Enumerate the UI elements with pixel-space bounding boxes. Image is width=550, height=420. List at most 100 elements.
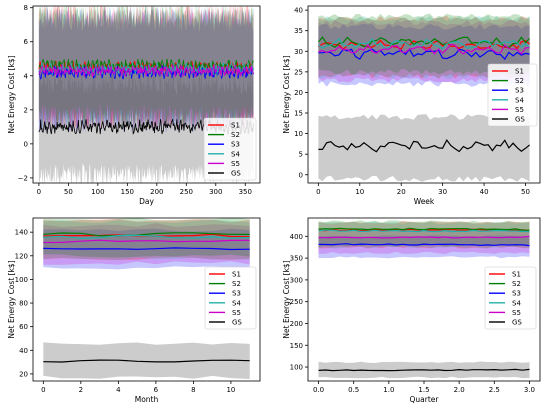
- x-tick-label: 20: [397, 188, 406, 196]
- line-gs: [318, 368, 530, 372]
- line-gs: [318, 138, 530, 153]
- legend-label-s1: S1: [231, 122, 240, 130]
- x-tick-label: 10: [355, 188, 364, 196]
- legend-label-s4: S4: [232, 299, 241, 307]
- x-tick-label: 50: [64, 188, 73, 196]
- x-tick-label: 0.0: [313, 386, 324, 394]
- y-axis-label: Net Energy Cost [k$]: [282, 260, 291, 338]
- band-s2: [43, 218, 250, 258]
- y-tick-label: 350: [290, 255, 303, 263]
- band-s2: [318, 220, 530, 247]
- x-tick-label: 300: [209, 188, 222, 196]
- legend-label-s2: S2: [512, 280, 521, 288]
- legend-label-gs: GS: [512, 319, 522, 327]
- line-s3: [43, 247, 250, 251]
- y-tick-label: 80: [19, 300, 28, 308]
- line-gs: [43, 359, 250, 363]
- y-tick-label: 140: [15, 229, 28, 237]
- line-s2: [43, 232, 250, 237]
- x-tick-label: 10: [226, 386, 235, 394]
- y-tick-label: 40: [294, 7, 303, 15]
- x-axis-label: Quarter: [410, 395, 440, 404]
- y-tick-label: 250: [290, 298, 303, 306]
- x-tick-label: 150: [121, 188, 134, 196]
- plot-area: [38, 6, 254, 183]
- legend-label-gs: GS: [231, 170, 241, 178]
- legend-label-s5: S5: [231, 160, 240, 168]
- y-axis-label: Net Energy Cost [k$]: [7, 260, 16, 338]
- y-tick-label: 400: [290, 233, 303, 241]
- x-tick-label: 350: [239, 188, 252, 196]
- y-axis-label: Net Energy Cost [k$]: [7, 55, 16, 133]
- legend-label-gs: GS: [232, 319, 242, 327]
- legend-label-s4: S4: [515, 96, 524, 104]
- legend-box: [203, 117, 257, 181]
- y-tick-label: 40: [19, 347, 28, 355]
- y-tick-label: 0: [299, 171, 303, 179]
- x-tick-label: 8: [191, 386, 195, 394]
- x-tick-label: 1.5: [418, 386, 429, 394]
- x-tick-label: 100: [91, 188, 104, 196]
- band-s5: [318, 228, 530, 254]
- x-tick-label: 0: [37, 188, 41, 196]
- y-tick-label: 20: [294, 89, 303, 97]
- x-tick-label: 50: [521, 188, 530, 196]
- legend-box: [487, 63, 538, 127]
- x-tick-label: 30: [438, 188, 447, 196]
- legend-label-gs: GS: [515, 116, 525, 124]
- chart-panel-2: 0 10 20 30 40 50 0 5 10 15 20 25 30 35 40 Week Net Energ…: [282, 5, 541, 206]
- x-tick-label: 40: [480, 188, 489, 196]
- y-tick-label: 60: [19, 323, 28, 331]
- y-axis-label: Net Energy Cost [k$]: [282, 55, 291, 133]
- chart-panel-1: 0 50 100 150 200 250 300 350 −2 0 2 4 6 8 Day Net Energ…: [7, 4, 261, 206]
- band-gs: [43, 342, 250, 379]
- x-tick-label: 2.0: [454, 386, 465, 394]
- legend-label-s2: S2: [515, 77, 524, 85]
- x-axis-label: Month: [135, 395, 159, 404]
- y-tick-label: 20: [19, 370, 28, 378]
- y-tick-label: 120: [15, 252, 28, 260]
- x-tick-label: 200: [150, 188, 163, 196]
- legend-label-s3: S3: [515, 87, 524, 95]
- legend-label-s4: S4: [231, 150, 240, 158]
- line-s5: [318, 43, 530, 55]
- y-tick-label: −2: [18, 174, 28, 182]
- x-tick-label: 4: [116, 386, 121, 394]
- legend-label-s3: S3: [232, 290, 241, 298]
- band-s5: [43, 223, 250, 265]
- y-tick-label: 8: [24, 4, 28, 12]
- legend-label-s2: S2: [232, 280, 241, 288]
- line-s4: [43, 234, 250, 239]
- band-s4: [318, 221, 530, 249]
- plot-area: [318, 220, 530, 379]
- line-s4: [318, 229, 530, 233]
- y-tick-label: 2: [24, 106, 28, 114]
- x-tick-label: 1.0: [383, 386, 394, 394]
- x-tick-label: 0: [41, 386, 45, 394]
- y-tick-label: 100: [290, 364, 303, 372]
- plot-area: [317, 13, 531, 182]
- legend-label-s1: S1: [512, 271, 521, 279]
- band-s1: [43, 218, 250, 260]
- legend-label-s3: S3: [512, 290, 521, 298]
- legend-label-s5: S5: [515, 106, 524, 114]
- line-s3: [318, 243, 530, 247]
- y-tick-label: 25: [294, 68, 303, 76]
- x-tick-label: 2: [79, 386, 83, 394]
- y-tick-label: 6: [24, 38, 29, 46]
- x-tick-label: 2.5: [489, 386, 500, 394]
- axes-frame: [32, 217, 261, 382]
- legend-label-s1: S1: [232, 271, 241, 279]
- legend-box: [484, 266, 537, 330]
- band-s3: [318, 235, 530, 259]
- line-s5: [43, 239, 250, 244]
- band-s4: [43, 219, 250, 260]
- chart-panel-4: 0.0 0.5 1.0 1.5 2.0 2.5 3.0 100 150 200 250 300 350 4…: [282, 217, 541, 404]
- axes-frame: [307, 5, 541, 184]
- y-tick-label: 35: [294, 27, 303, 35]
